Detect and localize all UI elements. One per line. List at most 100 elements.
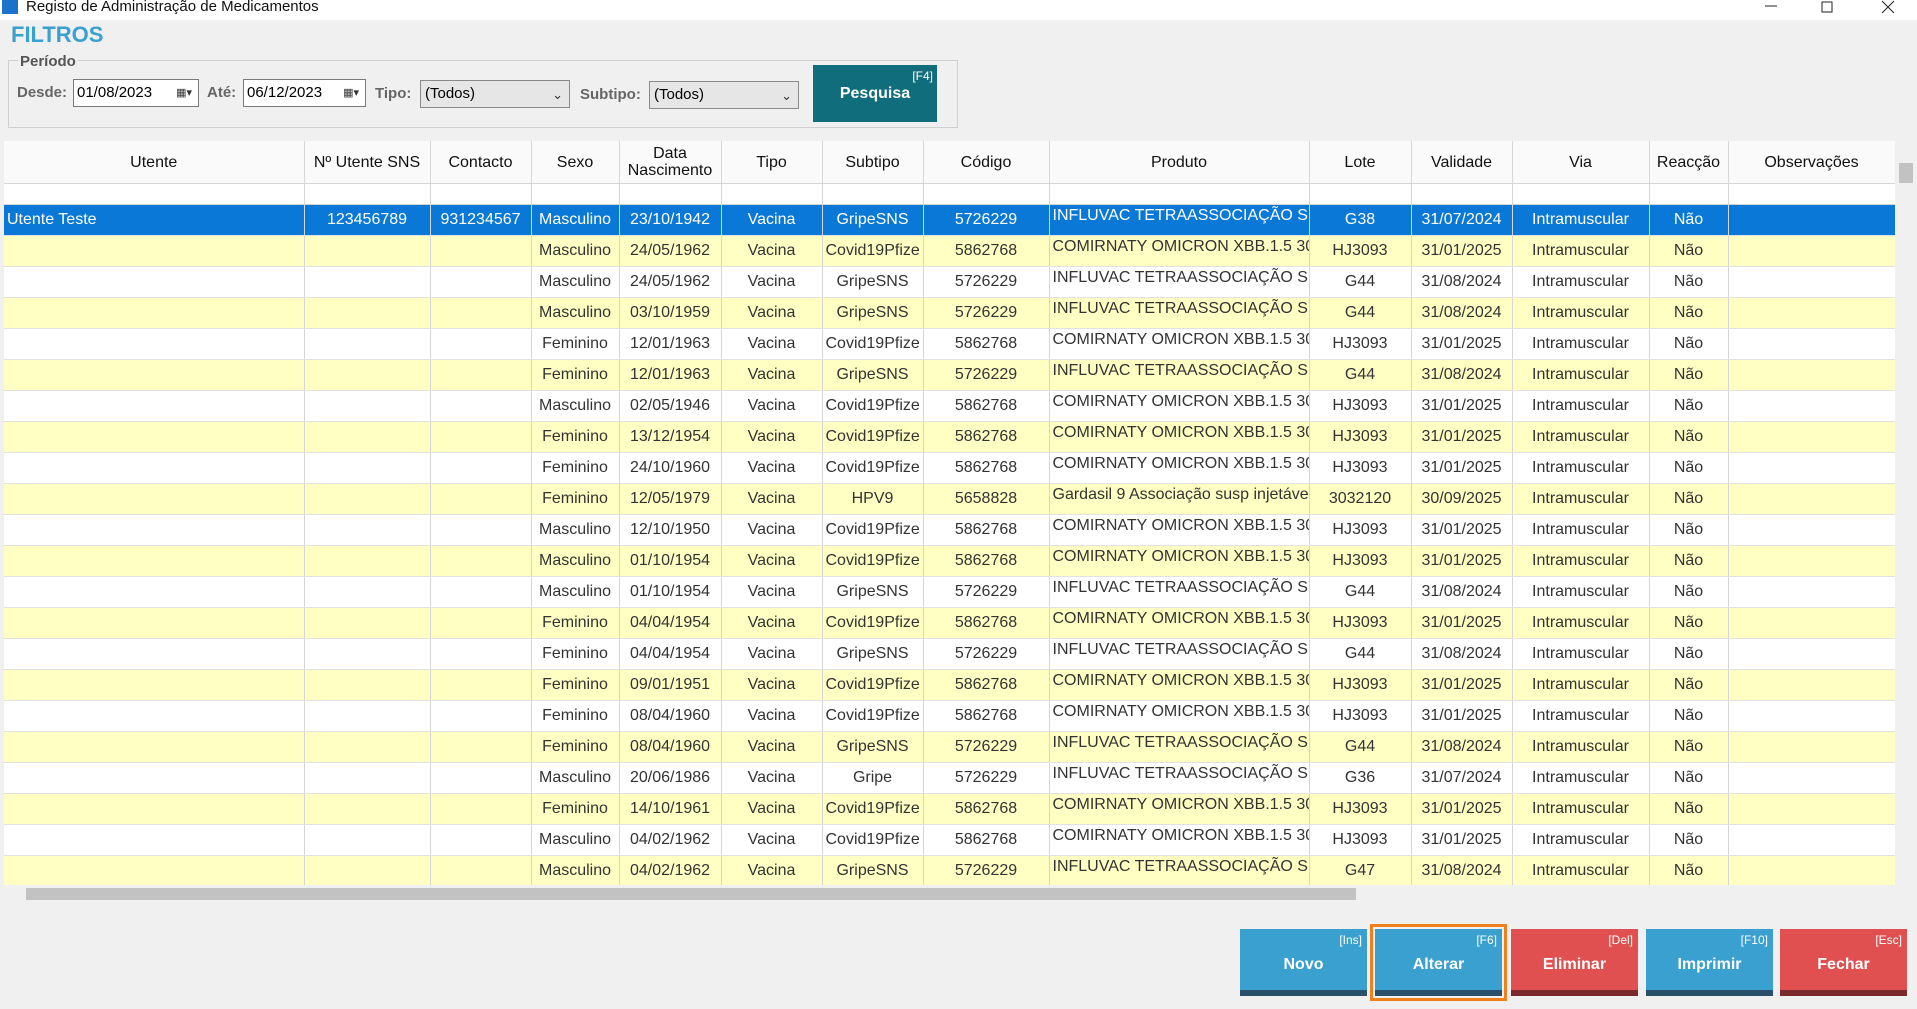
table-cell xyxy=(4,669,305,701)
table-row[interactable]: Masculino 20/06/1986 Vacina Gripe 5726229 INF… xyxy=(4,762,1895,794)
filter-cell[interactable] xyxy=(4,183,305,205)
table-cell: 5862768 xyxy=(923,669,1050,701)
vertical-scrollbar[interactable] xyxy=(1895,141,1917,885)
filter-cell[interactable] xyxy=(1309,183,1412,205)
table-row[interactable]: Feminino 13/12/1954 Vacina Covid19Pfize 5862… xyxy=(4,421,1895,453)
table-row[interactable]: Feminino 12/01/1963 Vacina Covid19Pfize 5862… xyxy=(4,328,1895,360)
table-cell: G47 xyxy=(1309,855,1412,885)
horizontal-scrollbar[interactable] xyxy=(4,885,1895,903)
column-header[interactable]: Produto xyxy=(1049,141,1310,184)
column-header[interactable]: Via xyxy=(1512,141,1650,184)
column-header[interactable]: Validade xyxy=(1411,141,1513,184)
action-button[interactable]: [Del] Eliminar xyxy=(1511,929,1638,996)
table-cell: Covid19Pfize xyxy=(822,824,924,856)
filter-cell[interactable] xyxy=(1512,183,1650,205)
table-row[interactable]: Feminino 08/04/1960 Vacina Covid19Pfize 5862… xyxy=(4,700,1895,732)
table-row[interactable]: Feminino 04/04/1954 Vacina GripeSNS 5726229 I… xyxy=(4,638,1895,670)
column-header[interactable]: Contacto xyxy=(430,141,532,184)
table-cell xyxy=(1728,390,1895,422)
table-cell: Não xyxy=(1649,390,1729,422)
table-cell: HJ3093 xyxy=(1309,669,1412,701)
filter-cell[interactable] xyxy=(721,183,823,205)
filter-cell[interactable] xyxy=(1728,183,1895,205)
close[interactable] xyxy=(1881,0,1895,14)
column-header[interactable]: Sexo xyxy=(531,141,620,184)
table-row[interactable]: Feminino 09/01/1951 Vacina Covid19Pfize 5862… xyxy=(4,669,1895,701)
table-row[interactable]: Feminino 24/10/1960 Vacina Covid19Pfize 5862… xyxy=(4,452,1895,484)
table-cell: INFLUVAC TETRAASSOCIAÇÃO S xyxy=(1049,731,1310,763)
table-cell: Intramuscular xyxy=(1512,855,1650,885)
filter-cell[interactable] xyxy=(430,183,532,205)
filter-cell[interactable] xyxy=(1049,183,1310,205)
action-button[interactable]: [F6] Alterar xyxy=(1370,924,1507,1001)
calendar-icon[interactable]: ▦▾ xyxy=(176,87,192,99)
filter-cell[interactable] xyxy=(1649,183,1729,205)
table-row[interactable]: Masculino 01/10/1954 Vacina GripeSNS 5726229… xyxy=(4,576,1895,608)
table-row[interactable]: Feminino 14/10/1961 Vacina Covid19Pfize 5862… xyxy=(4,793,1895,825)
table-row[interactable]: Masculino 02/05/1946 Vacina Covid19Pfize 586… xyxy=(4,390,1895,422)
column-header[interactable]: Utente xyxy=(4,141,305,184)
action-button[interactable]: [Esc] Fechar xyxy=(1780,929,1907,996)
table-cell xyxy=(304,855,431,885)
table-cell xyxy=(304,359,431,391)
table-row[interactable]: Masculino 04/02/1962 Vacina Covid19Pfize 586… xyxy=(4,824,1895,856)
table-cell: 31/08/2024 xyxy=(1411,638,1513,670)
table-row[interactable]: Masculino 24/05/1962 Vacina GripeSNS 5726229… xyxy=(4,266,1895,298)
table-cell: 5726229 xyxy=(923,359,1050,391)
table-row[interactable]: Utente Teste 123456789 931234567 Masculino 2… xyxy=(4,204,1895,236)
table-body: Utente Teste 123456789 931234567 Masculino 2… xyxy=(4,183,1895,885)
column-header[interactable]: Subtipo xyxy=(822,141,924,184)
table-cell xyxy=(430,762,532,794)
table-cell xyxy=(430,793,532,825)
column-header[interactable]: Lote xyxy=(1309,141,1412,184)
search-button[interactable]: [F4] Pesquisa xyxy=(813,65,937,122)
action-button[interactable]: [F10] Imprimir xyxy=(1646,929,1773,996)
filter-cell[interactable] xyxy=(304,183,431,205)
filter-cell[interactable] xyxy=(923,183,1050,205)
subtipo-select[interactable]: (Todos) ⌄ xyxy=(649,81,799,109)
filter-cell[interactable] xyxy=(1411,183,1513,205)
table-cell: Masculino xyxy=(531,204,620,236)
action-button[interactable]: [Ins] Novo xyxy=(1240,929,1367,996)
table-cell xyxy=(1728,700,1895,732)
scroll-thumb[interactable] xyxy=(1899,163,1913,183)
column-header[interactable]: Observações xyxy=(1728,141,1895,184)
table-row[interactable]: Feminino 12/05/1979 Vacina HPV9 5658828 Garda… xyxy=(4,483,1895,515)
table-cell xyxy=(430,235,532,267)
table-row[interactable]: Feminino 12/01/1963 Vacina GripeSNS 5726229 I… xyxy=(4,359,1895,391)
table-cell xyxy=(4,359,305,391)
table-cell xyxy=(430,483,532,515)
table-row[interactable]: Masculino 01/10/1954 Vacina Covid19Pfize 586… xyxy=(4,545,1895,577)
calendar-icon[interactable]: ▦▾ xyxy=(343,87,359,99)
filter-cell[interactable] xyxy=(619,183,722,205)
dropdown-arrow: ⌄ xyxy=(781,88,792,103)
table-cell: Intramuscular xyxy=(1512,638,1650,670)
table-cell xyxy=(4,235,305,267)
table-row[interactable]: Feminino 08/04/1960 Vacina GripeSNS 5726229 I… xyxy=(4,731,1895,763)
table-cell: Vacina xyxy=(721,700,823,732)
table-cell: 04/02/1962 xyxy=(619,824,722,856)
table-row[interactable]: Masculino 04/02/1962 Vacina GripeSNS 5726229… xyxy=(4,855,1895,885)
column-header[interactable]: Nº Utente SNS xyxy=(304,141,431,184)
filter-cell[interactable] xyxy=(822,183,924,205)
scroll-thumb[interactable] xyxy=(26,888,1356,900)
table-row[interactable]: Masculino 24/05/1962 Vacina Covid19Pfize 586… xyxy=(4,235,1895,267)
filter-cell[interactable] xyxy=(531,183,620,205)
tipo-select[interactable]: (Todos) ⌄ xyxy=(420,80,570,108)
restore[interactable] xyxy=(1821,1,1833,13)
to-value: 06/12/2023 xyxy=(247,84,323,101)
column-header[interactable]: Reacção xyxy=(1649,141,1729,184)
table-cell: Não xyxy=(1649,204,1729,236)
table-cell: Feminino xyxy=(531,452,620,484)
column-header[interactable]: Data Nascimento xyxy=(619,141,722,184)
table-cell: 09/01/1951 xyxy=(619,669,722,701)
from-date[interactable]: 01/08/2023 ▦▾ xyxy=(73,79,199,107)
table-cell xyxy=(4,793,305,825)
table-row[interactable]: Masculino 12/10/1950 Vacina Covid19Pfize 586… xyxy=(4,514,1895,546)
table-row[interactable]: Feminino 04/04/1954 Vacina Covid19Pfize 5862… xyxy=(4,607,1895,639)
table-row[interactable]: Masculino 03/10/1959 Vacina GripeSNS 5726229… xyxy=(4,297,1895,329)
table-cell: 5862768 xyxy=(923,545,1050,577)
column-header[interactable]: Tipo xyxy=(721,141,823,184)
to-date[interactable]: 06/12/2023 ▦▾ xyxy=(243,79,366,107)
column-header[interactable]: Código xyxy=(923,141,1050,184)
